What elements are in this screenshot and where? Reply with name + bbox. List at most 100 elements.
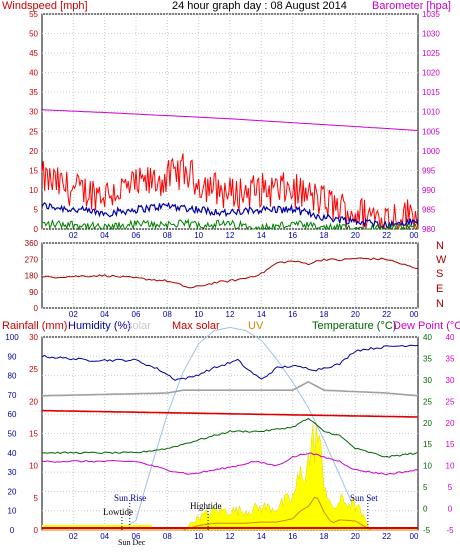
direction-x-tick: 00: [410, 310, 419, 319]
weather-x-tick: 10: [194, 532, 203, 541]
direction-x-tick: 04: [100, 310, 109, 319]
temperature-tick: 15: [423, 440, 432, 449]
windspeed-tick: 15: [29, 166, 38, 175]
temperature-axis-title: Temperature (°C): [312, 320, 397, 332]
rainfall-tick: 30: [29, 333, 38, 342]
weather-x-tick: 14: [257, 532, 266, 541]
windspeed-tick: 40: [29, 69, 38, 78]
dewpoint-tick: 30: [446, 376, 455, 385]
direction-x-tick: 02: [69, 310, 78, 319]
sun-dec-label: Sun Dec: [118, 538, 146, 547]
rainfall-tick: 0: [34, 526, 39, 535]
temperature-tick: 40: [423, 333, 432, 342]
humidity-tick: 100: [5, 333, 19, 342]
tick-labels: 0510152025303540455055980985990995100010…: [5, 10, 455, 541]
barometer-line: [41, 109, 419, 131]
weather-x-tick: 00: [410, 532, 419, 541]
direction-tick: 0: [34, 304, 39, 313]
humidity-tick: 90: [8, 352, 17, 361]
wind-average-line: [41, 201, 419, 230]
direction-tick: 360: [25, 239, 39, 248]
barometer-tick: 1020: [422, 69, 440, 78]
lowtide-label: Lowtide: [103, 507, 133, 517]
windspeed-tick: 30: [29, 108, 38, 117]
barometer-tick: 1025: [422, 49, 440, 58]
direction-tick: 90: [29, 288, 38, 297]
direction-x-tick: 06: [132, 310, 141, 319]
windspeed-tick: 25: [29, 127, 38, 136]
wind-x-tick: 02: [69, 231, 78, 240]
wind-x-tick: 14: [257, 231, 266, 240]
dewpoint-axis-title: Dew Point (°C): [393, 320, 460, 332]
dewpoint-tick: 25: [446, 397, 455, 406]
humidity-tick: 0: [10, 526, 15, 535]
temperature-tick: 30: [423, 376, 432, 385]
rainfall-tick: 25: [29, 365, 38, 374]
gray-line: [41, 380, 419, 397]
direction-x-tick: 16: [288, 310, 297, 319]
wind-gust-line: [41, 153, 419, 230]
weather-x-tick: 02: [69, 532, 78, 541]
uv-title: UV: [248, 320, 264, 332]
humidity-tick: 80: [8, 372, 17, 381]
humidity-line: [41, 344, 419, 381]
temperature-tick: 10: [423, 462, 432, 471]
barometer-tick: 980: [422, 225, 436, 234]
weather-x-tick: 16: [288, 532, 297, 541]
wind-x-tick: 12: [226, 231, 235, 240]
windspeed-tick: 35: [29, 88, 38, 97]
direction-x-tick: 08: [163, 310, 172, 319]
rainfall-tick: 10: [29, 462, 38, 471]
weather-x-tick: 20: [351, 532, 360, 541]
hightide-label: Hightide: [190, 501, 222, 511]
direction-tick: 180: [25, 272, 39, 281]
barometer-tick: 1015: [422, 88, 440, 97]
barometer-tick: 1005: [422, 127, 440, 136]
weather-x-tick: 12: [226, 532, 235, 541]
graph-title: 24 hour graph day : 08 August 2014: [172, 0, 347, 12]
humidity-tick: 30: [8, 468, 17, 477]
direction-letter-e: E: [436, 283, 444, 295]
direction-x-tick: 22: [382, 310, 391, 319]
temperature-tick: 5: [423, 483, 428, 492]
humidity-tick: 40: [8, 449, 17, 458]
solar-axis-title: solar: [127, 320, 151, 332]
direction-tick: 270: [25, 255, 39, 264]
barometer-tick: 995: [422, 166, 436, 175]
barometer-tick: 1010: [422, 108, 440, 117]
wind-x-tick: 00: [410, 231, 419, 240]
direction-x-tick: 12: [226, 310, 235, 319]
humidity-tick: 60: [8, 410, 17, 419]
direction-x-tick: 18: [320, 310, 329, 319]
dewpoint-tick: 5: [448, 483, 453, 492]
windspeed-axis-title: Windspeed [mph]: [2, 0, 88, 12]
panel-frame-1: [41, 13, 419, 230]
rainfall-tick: 20: [29, 397, 38, 406]
weather-x-tick: 04: [100, 532, 109, 541]
direction-letter-s: S: [436, 268, 444, 280]
sun-rise-label: Sun Rise: [114, 493, 147, 503]
humidity-tick: 50: [8, 430, 17, 439]
temperature-tick: -5: [423, 526, 431, 535]
windspeed-tick: 0: [34, 225, 39, 234]
uv-line: [42, 496, 418, 531]
wind-x-tick: 08: [163, 231, 172, 240]
direction-x-tick: 10: [194, 310, 203, 319]
direction-letter-n-bottom: N: [436, 298, 444, 310]
wind-x-tick: 22: [382, 231, 391, 240]
direction-x-tick: 14: [257, 310, 266, 319]
dewpoint-line: [41, 452, 419, 476]
event-markers: [121, 500, 369, 530]
temperature-tick: 25: [423, 397, 432, 406]
weather-x-tick: 06: [132, 532, 141, 541]
sun-set-label: Sun Set: [350, 493, 378, 503]
barometer-tick: 1030: [422, 30, 440, 39]
barometer-tick: 985: [422, 205, 436, 214]
grid-lines: [42, 13, 418, 531]
wind-x-tick: 04: [100, 231, 109, 240]
max-solar-title: Max solar: [172, 320, 220, 332]
weather-x-tick: 18: [320, 532, 329, 541]
windspeed-tick: 20: [29, 147, 38, 156]
temperature-line: [41, 417, 419, 458]
